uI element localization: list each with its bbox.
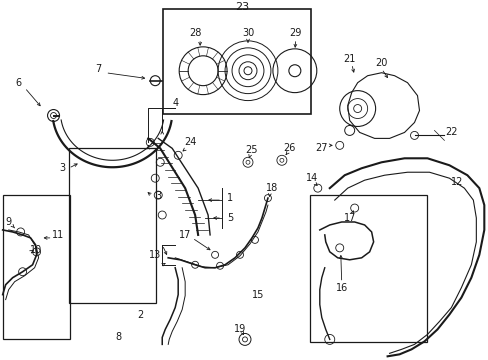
Text: 9: 9 [5,217,12,227]
Text: 28: 28 [188,28,201,38]
Text: 22: 22 [444,127,457,138]
Text: 21: 21 [343,54,355,64]
Text: 4: 4 [172,98,178,108]
Text: 26: 26 [283,143,295,153]
Text: 6: 6 [16,78,21,88]
Text: 17: 17 [343,213,355,223]
Text: 3: 3 [60,163,65,173]
Text: 8: 8 [115,332,121,342]
Text: 3: 3 [155,191,161,201]
Text: 14: 14 [305,173,317,183]
Text: 18: 18 [265,183,278,193]
Text: 17: 17 [179,230,191,240]
Bar [2,195,70,339]
Bar [309,195,427,342]
Text: 13: 13 [149,250,161,260]
Text: 16: 16 [335,283,347,293]
Text: 23: 23 [234,2,248,12]
Text: 24: 24 [183,138,196,147]
Text: 2: 2 [137,310,143,320]
Text: 15: 15 [251,290,264,300]
Text: 1: 1 [226,193,233,203]
Text: 5: 5 [226,213,233,223]
Text: 27: 27 [315,143,327,153]
Text: 7: 7 [95,64,102,74]
Text: 29: 29 [289,28,302,38]
Text: 20: 20 [375,58,387,68]
Text: 10: 10 [29,245,41,255]
Text: 12: 12 [450,177,463,187]
Text: 25: 25 [245,145,258,155]
Text: 19: 19 [233,324,245,334]
Text: 30: 30 [242,28,254,38]
Bar [68,148,156,303]
Bar [163,9,310,113]
Text: 11: 11 [52,230,64,240]
